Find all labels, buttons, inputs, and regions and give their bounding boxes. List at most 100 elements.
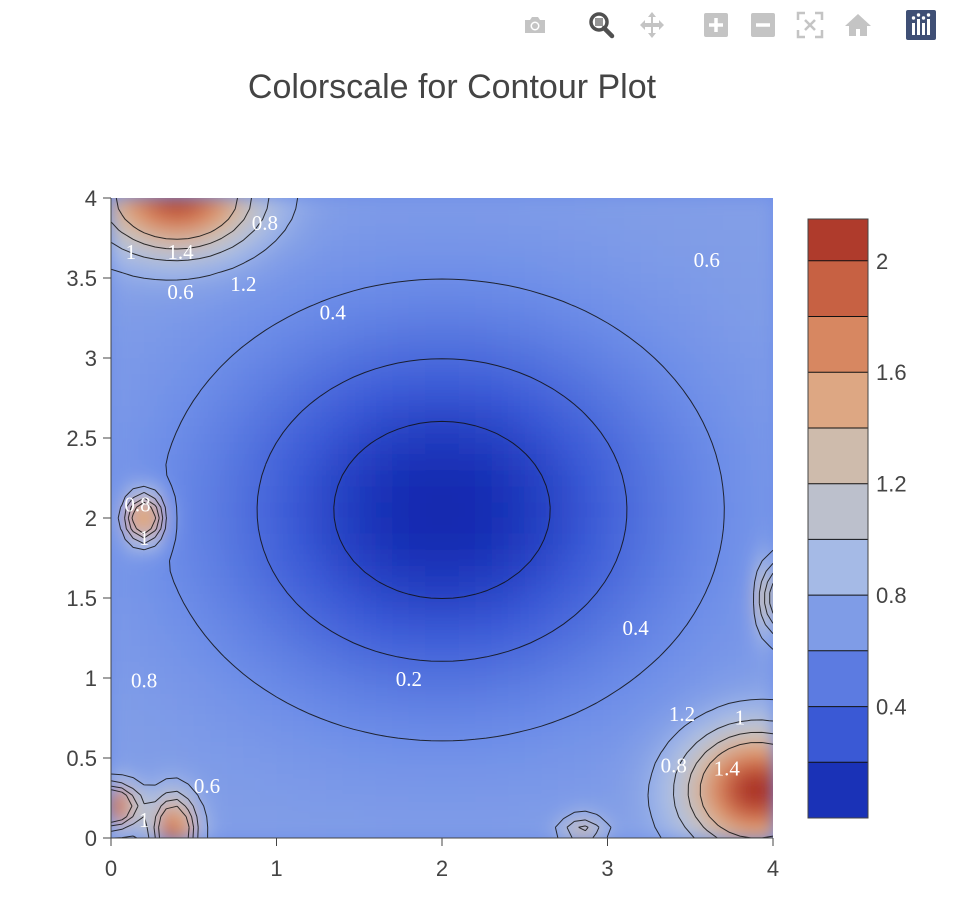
heat-cell [259,774,278,791]
heat-cell [657,550,675,567]
contour-line [111,198,773,838]
heat-cell [475,646,493,663]
contour-label: 0.8 [252,211,278,235]
heat-cell [408,726,427,743]
heat-cell [375,486,394,503]
colorbar-band [808,650,868,707]
heat-cell [723,758,741,775]
heat-cell [574,774,592,791]
home-icon[interactable] [843,10,873,40]
heat-cell [640,566,658,583]
heat-cell [723,294,741,311]
heat-cell [739,518,758,535]
heat-cell [657,246,675,263]
heat-cell [160,694,178,711]
heat-cell [392,470,410,487]
heat-cell [359,614,377,631]
heat-cell [408,278,427,295]
zoom-out-icon[interactable] [748,10,778,40]
heat-cell [293,470,311,487]
heat-cell [127,662,145,679]
plotly-logo-icon[interactable] [906,10,936,40]
heat-cell [657,342,675,359]
heat-cell [177,278,195,295]
heat-cell [723,502,741,519]
camera-icon[interactable] [520,10,550,40]
heat-cell [160,422,178,439]
heat-cell [359,710,377,727]
y-tick-label: 0.5 [66,746,97,771]
heat-cell [458,550,476,567]
heat-cell [739,758,758,775]
heat-cell [375,406,394,423]
heat-cell [706,390,725,407]
heat-cell [210,310,228,327]
heat-cell [475,694,493,711]
heat-cell [309,406,327,423]
zoom-icon[interactable] [586,10,616,40]
autoscale-icon[interactable] [795,10,825,40]
heat-cell [144,598,162,615]
heat-cell [309,310,327,327]
heat-cell [309,646,327,663]
heat-cell [293,246,311,263]
heat-cell [408,246,427,263]
heat-cell [226,726,245,743]
heat-cell [359,310,377,327]
pan-icon[interactable] [637,10,667,40]
heat-cell [408,342,427,359]
heat-cell [508,198,526,215]
heat-cell [276,758,294,775]
heat-cell [177,646,195,663]
heat-cell [259,694,278,711]
heat-cell [111,454,129,471]
heat-cell [309,630,327,647]
heat-cell [425,294,443,311]
heat-cell [690,806,708,823]
heat-cell [624,406,642,423]
heat-cell [111,598,129,615]
heat-cell [739,598,758,615]
heat-cell [491,534,509,551]
heat-cell [607,342,625,359]
heat-cell [359,374,377,391]
heat-cell [177,534,195,551]
heat-cell [491,438,509,455]
heat-cell [425,454,443,471]
y-tick-label: 1 [85,666,97,691]
heat-cell [193,230,212,247]
heat-cell [127,294,145,311]
heat-cell [524,566,543,583]
heat-cell [706,774,725,791]
heat-cell [226,534,245,551]
heat-cell [144,614,162,631]
heat-cell [557,454,576,471]
heat-cell [359,742,377,759]
heat-cell [458,454,476,471]
heat-cell [756,246,773,263]
heat-cell [408,502,427,519]
heat-cell [425,806,443,823]
heat-cell [326,662,344,679]
heat-cell [259,422,278,439]
plot-area[interactable]: 1 1.40.80.6 1.20.40.60.810.40.8 0.21.2 10.8 1… [111,198,774,839]
heat-cell [309,454,327,471]
heat-cell [160,198,178,215]
heat-cell [690,310,708,327]
heat-cell [524,726,543,743]
heat-cell [243,742,261,759]
heat-cell [590,646,609,663]
heat-cell [309,582,327,599]
heat-cell [541,518,559,535]
heat-cell [475,454,493,471]
heat-cell [127,262,145,279]
heat-cell [458,230,476,247]
heat-cell [756,822,773,838]
heat-cell [607,294,625,311]
heat-cell [624,310,642,327]
zoom-in-icon[interactable] [701,10,731,40]
heat-cell [127,726,145,743]
heat-cell [210,486,228,503]
heat-cell [541,630,559,647]
heat-cell [607,774,625,791]
